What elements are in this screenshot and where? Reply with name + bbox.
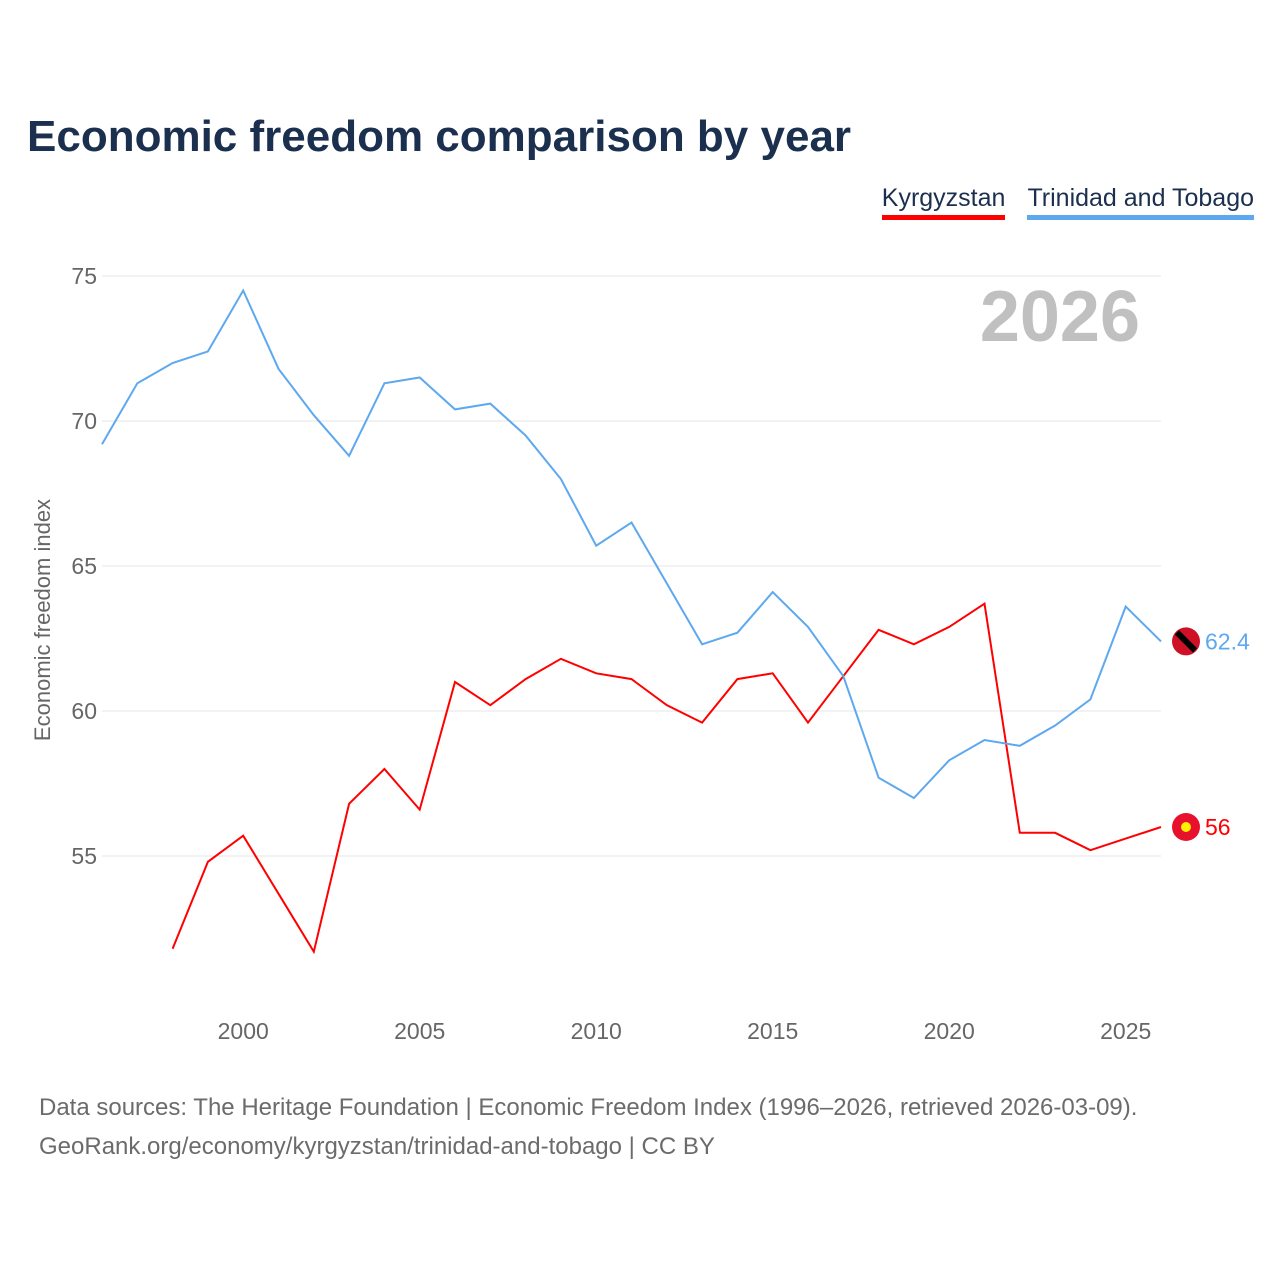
attribution-text: GeoRank.org/economy/kyrgyzstan/trinidad-… [39,1133,715,1160]
source-text: Data sources: The Heritage Foundation | … [39,1094,1138,1121]
legend-item-trinidad-and-tobago[interactable]: Trinidad and Tobago [1027,184,1254,220]
x-tick-label: 2010 [571,1018,622,1044]
x-tick-label: 2000 [218,1018,269,1044]
series-line-kyrgyzstan [171,602,1162,955]
y-tick-label: 75 [71,263,97,289]
y-tick-label: 65 [71,553,97,579]
end-value-label: 56 [1205,814,1231,840]
flag-stripe [1174,630,1198,653]
x-tick-label: 2005 [394,1018,445,1044]
y-tick-label: 60 [71,698,97,724]
x-tick-label: 2020 [924,1018,975,1044]
year-label: 2026 [980,277,1140,357]
flag-sun [1181,822,1191,832]
end-value-label: 62.4 [1205,628,1250,654]
x-tick-label: 2015 [747,1018,798,1044]
chart-title: Economic freedom comparison by year [27,112,852,161]
legend: Kyrgyzstan Trinidad and Tobago [881,184,1254,220]
y-tick-label: 70 [71,408,97,434]
legend-item-kyrgyzstan[interactable]: Kyrgyzstan [881,184,1006,220]
footer: Data sources: The Heritage Foundation | … [39,1088,1137,1166]
y-tick-label: 55 [71,843,97,869]
x-tick-label: 2025 [1100,1018,1151,1044]
series-line-trinidad-and-tobago [101,288,1162,800]
y-axis-label: Economic freedom index [30,499,55,741]
